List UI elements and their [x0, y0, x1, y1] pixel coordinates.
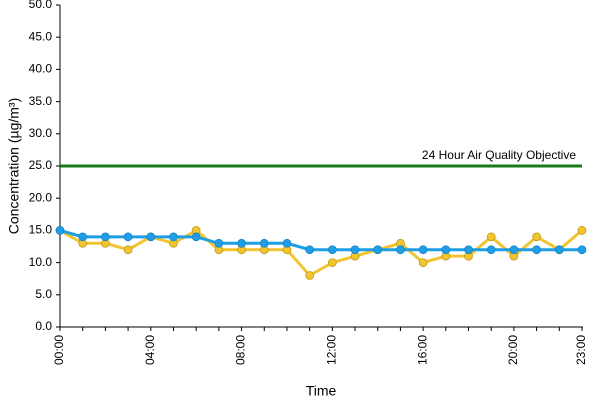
data-point [486, 245, 496, 255]
data-point [509, 245, 519, 255]
data-point [305, 245, 315, 255]
data-point [237, 238, 246, 248]
y-axis-label: Concentration (µg/m³) [6, 98, 22, 234]
reference-label: 24 Hour Air Quality Objective [422, 148, 576, 162]
x-tick-label: 16:00 [415, 335, 429, 365]
data-point [532, 245, 541, 255]
data-point [282, 238, 292, 248]
data-point [577, 245, 587, 255]
y-tick-label: 35.0 [29, 94, 53, 108]
data-point [418, 258, 428, 267]
x-tick-label: 12:00 [325, 335, 339, 365]
y-tick-label: 20.0 [29, 190, 53, 204]
data-point [441, 245, 451, 255]
data-point [577, 226, 587, 235]
y-tick-label: 45.0 [29, 29, 53, 43]
y-tick-label: 15.0 [29, 223, 53, 237]
data-point [146, 232, 156, 242]
y-tick-label: 30.0 [29, 126, 53, 140]
x-tick-label: 08:00 [234, 335, 248, 365]
data-point [532, 232, 541, 242]
data-point [464, 245, 473, 255]
data-point [123, 245, 133, 255]
x-tick-label: 20:00 [506, 335, 520, 365]
x-tick-label: 23:00 [574, 335, 588, 365]
data-point [305, 271, 315, 280]
data-point [123, 232, 133, 242]
data-point [78, 232, 88, 242]
data-point [396, 245, 405, 255]
data-point [214, 238, 224, 248]
data-point [191, 232, 201, 242]
y-tick-label: 10.0 [29, 255, 53, 269]
y-tick-label: 50.0 [29, 0, 53, 11]
data-point [169, 232, 178, 242]
y-tick-label: 25.0 [29, 158, 53, 172]
y-tick-label: 0.0 [35, 319, 52, 333]
data-point [418, 245, 428, 255]
data-point [373, 245, 383, 255]
x-tick-label: 04:00 [143, 335, 157, 365]
y-tick-label: 40.0 [29, 62, 53, 76]
data-point [486, 232, 496, 242]
data-point [350, 245, 360, 255]
data-point [101, 232, 110, 242]
data-point [554, 245, 564, 255]
data-point [327, 245, 337, 255]
data-point [259, 238, 269, 248]
x-axis-label: Time [306, 383, 337, 399]
data-point [55, 226, 65, 235]
data-point [327, 258, 337, 267]
x-tick-label: 00:00 [52, 335, 66, 365]
y-tick-label: 5.0 [35, 287, 52, 301]
